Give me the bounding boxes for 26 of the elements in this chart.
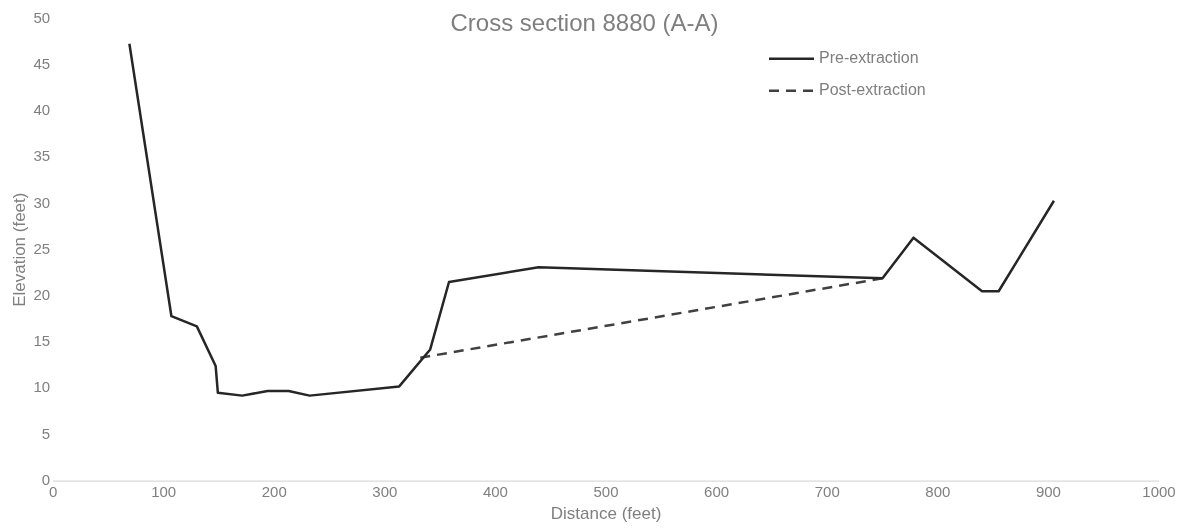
y-tick-label: 20 bbox=[33, 286, 51, 304]
x-tick-label: 100 bbox=[151, 482, 177, 500]
y-tick-label: 45 bbox=[33, 55, 51, 73]
x-tick-label: 800 bbox=[925, 482, 951, 500]
y-tick-label: 25 bbox=[33, 239, 51, 257]
x-tick-label: 200 bbox=[261, 482, 287, 500]
x-tick-label: 1000 bbox=[1142, 482, 1176, 500]
x-tick-label: 700 bbox=[814, 482, 840, 500]
y-tick-label: 15 bbox=[33, 332, 51, 350]
x-tick-label: 600 bbox=[704, 482, 730, 500]
x-axis-title: Distance (feet) bbox=[550, 504, 662, 524]
x-tick-label: 400 bbox=[482, 482, 508, 500]
legend-label: Pre-extraction bbox=[819, 49, 919, 67]
x-tick-label: 500 bbox=[593, 482, 619, 500]
legend-label: Post-extraction bbox=[819, 81, 926, 99]
y-tick-label: 40 bbox=[33, 101, 51, 119]
y-tick-label: 35 bbox=[33, 147, 51, 165]
y-tick-label: 30 bbox=[33, 193, 51, 211]
y-tick-label: 5 bbox=[41, 424, 51, 442]
y-axis-title: Elevation (feet) bbox=[9, 192, 29, 307]
x-tick-label: 900 bbox=[1035, 482, 1061, 500]
y-tick-label: 10 bbox=[33, 378, 51, 396]
y-tick-label: 0 bbox=[41, 470, 51, 488]
chart-title: Cross section 8880 (A-A) bbox=[450, 9, 719, 37]
y-tick-label: 50 bbox=[33, 8, 51, 26]
x-tick-label: 300 bbox=[372, 482, 398, 500]
